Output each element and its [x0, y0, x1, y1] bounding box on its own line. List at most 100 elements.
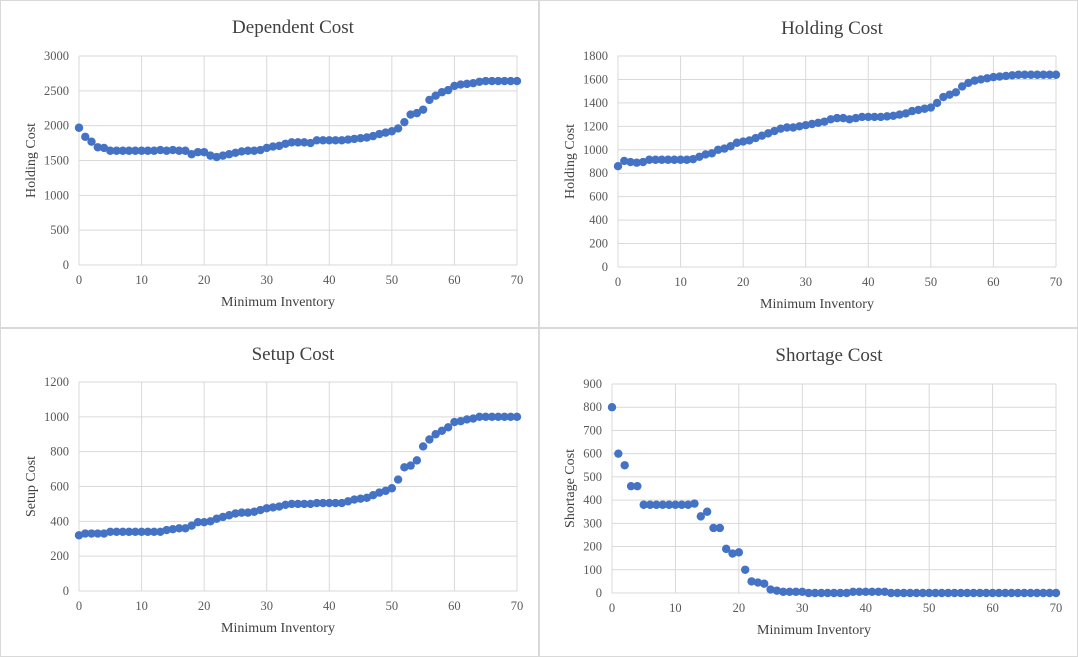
setup-cost-point — [487, 412, 497, 422]
x-tick-label: 10 — [674, 275, 687, 289]
setup-cost-point — [287, 499, 296, 509]
shortage-cost-point — [677, 500, 686, 509]
dependent-cost-point — [231, 148, 240, 158]
y-tick-label: 600 — [50, 480, 69, 494]
shortage-cost-point — [607, 403, 617, 412]
x-tick-label: 10 — [135, 599, 148, 613]
shortage-cost-point — [753, 578, 763, 587]
shortage-cost-point — [943, 588, 953, 598]
x-tick-label: 70 — [1050, 275, 1063, 289]
holding-cost-point — [707, 149, 717, 158]
chart-title: Holding Cost — [781, 18, 884, 39]
y-tick-label: 1000 — [44, 410, 69, 424]
y-tick-label: 1400 — [583, 96, 608, 110]
dependent-cost-point — [143, 146, 153, 155]
holding-cost-point — [907, 106, 917, 116]
dependent-cost-point — [287, 138, 296, 147]
x-tick-label: 0 — [615, 275, 621, 289]
shortage-cost-point — [779, 587, 788, 597]
x-tick-label: 20 — [737, 275, 750, 289]
x-tick-label: 70 — [511, 273, 524, 287]
shortage-cost-point — [709, 523, 718, 533]
shortage-cost-point — [747, 577, 756, 586]
y-tick-label: 600 — [583, 447, 602, 461]
holding-cost-point — [857, 112, 867, 122]
shortage-cost-point — [804, 588, 813, 598]
shortage-cost-point — [664, 500, 674, 509]
x-tick-label: 40 — [323, 273, 336, 287]
shortage-cost-point — [893, 588, 902, 598]
y-tick-label: 0 — [63, 584, 69, 598]
holding-cost-point — [1051, 70, 1061, 79]
shortage-cost-point — [798, 587, 807, 597]
shortage-cost-point — [791, 587, 801, 597]
y-tick-label: 3000 — [44, 49, 69, 63]
dependent-cost-point — [500, 76, 509, 86]
shortage-cost-point — [785, 587, 794, 597]
y-tick-label: 400 — [50, 514, 69, 528]
dependent-cost-point — [512, 76, 522, 86]
setup-cost-point — [131, 527, 140, 536]
setup-cost-point — [412, 456, 422, 465]
holding-cost-point — [782, 123, 792, 132]
shortage-cost-point — [912, 588, 921, 598]
dependent-cost-point — [331, 136, 340, 145]
setup-cost-point — [162, 525, 171, 535]
holding-cost-point — [1014, 70, 1023, 79]
dependent-cost-point — [168, 145, 178, 155]
chart-title: Dependent Cost — [232, 17, 355, 38]
y-tick-label: 700 — [583, 423, 602, 437]
holding-cost-point — [826, 115, 835, 124]
x-axis-label: Minimum Inventory — [221, 621, 335, 636]
dependent-cost-point — [118, 146, 128, 155]
holding-cost-point — [1020, 70, 1029, 79]
dependent-cost-point — [494, 76, 503, 86]
shortage-cost-point — [1039, 588, 1048, 598]
dependent-cost-point — [218, 151, 228, 160]
setup-cost-point — [174, 524, 184, 533]
holding-cost-point — [1033, 70, 1042, 79]
x-tick-label: 70 — [511, 599, 524, 613]
holding-cost-point — [976, 75, 986, 84]
dependent-cost-point — [300, 138, 309, 147]
holding-cost-point — [795, 122, 804, 131]
holding-cost-point — [889, 111, 898, 120]
setup-cost-point — [300, 499, 309, 509]
x-tick-label: 20 — [198, 599, 211, 613]
setup-cost-point — [418, 442, 428, 451]
setup-cost-point — [87, 529, 96, 538]
shortage-cost-point — [734, 548, 744, 557]
setup-cost-point — [494, 412, 503, 422]
dependent-cost-point — [149, 146, 159, 155]
dependent-cost-point — [325, 136, 334, 145]
shortage-cost-point — [652, 500, 661, 509]
holding-cost-point — [776, 124, 785, 133]
y-tick-label: 500 — [50, 223, 69, 237]
shortage-cost-point — [931, 588, 940, 598]
dependent-cost-point — [393, 124, 403, 133]
holding-cost-point — [620, 156, 629, 166]
chart-setup-cost: Setup Cost 0 200 400 600 800 1000 1200 0 10 20 30 40… — [24, 344, 524, 636]
dependent-cost-point — [318, 136, 328, 145]
x-tick-label: 30 — [799, 275, 812, 289]
dependent-cost-point — [206, 151, 215, 160]
dependent-cost-point — [487, 76, 497, 86]
setup-cost-point — [431, 430, 440, 439]
y-tick-label: 800 — [583, 400, 602, 414]
shortage-cost-point — [614, 449, 623, 458]
y-tick-label: 1200 — [44, 375, 69, 389]
setup-cost-point — [193, 518, 203, 527]
shortage-cost-point — [1026, 588, 1035, 598]
holding-cost-point — [701, 150, 710, 159]
dependent-cost-point — [93, 143, 102, 152]
holding-cost-point — [713, 145, 723, 154]
y-axis-label: Setup Cost — [24, 456, 39, 517]
chart-panel-holding-cost: Holding Cost 0 200 400 600 800 1000 1200 1400 160… — [539, 0, 1078, 328]
shortage-cost-point — [690, 499, 699, 508]
shortage-cost-point — [905, 588, 915, 598]
x-tick-label: 30 — [260, 599, 273, 613]
dependent-cost-point — [224, 150, 234, 159]
setup-cost-point — [387, 484, 397, 493]
setup-cost-point — [312, 498, 321, 508]
setup-cost-point — [506, 412, 515, 422]
